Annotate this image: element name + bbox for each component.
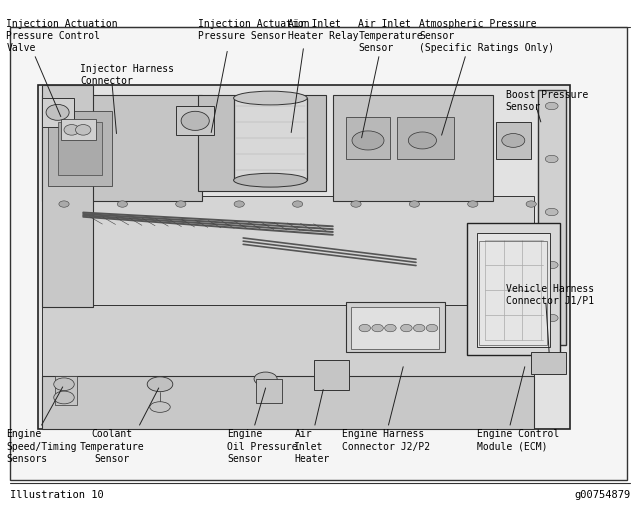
Ellipse shape xyxy=(385,324,396,332)
Text: Injector Harness
Connector: Injector Harness Connector xyxy=(80,64,174,86)
Bar xyxy=(467,223,560,355)
Bar xyxy=(397,117,454,159)
Ellipse shape xyxy=(545,102,558,110)
Bar xyxy=(314,360,349,390)
Bar xyxy=(234,98,307,180)
Ellipse shape xyxy=(352,131,384,150)
Ellipse shape xyxy=(234,173,307,187)
Bar xyxy=(42,98,74,127)
Ellipse shape xyxy=(545,314,558,322)
Ellipse shape xyxy=(147,377,173,392)
Text: Injection Actuation
Pressure Control
Valve: Injection Actuation Pressure Control Val… xyxy=(6,19,118,54)
Ellipse shape xyxy=(76,125,91,135)
Text: Air Inlet
Heater Relay: Air Inlet Heater Relay xyxy=(288,19,358,41)
Ellipse shape xyxy=(545,261,558,269)
Text: g00754879: g00754879 xyxy=(574,490,630,500)
Bar xyxy=(477,233,550,347)
Ellipse shape xyxy=(150,402,170,412)
Bar xyxy=(496,122,531,159)
Bar xyxy=(351,307,439,349)
Text: Air Inlet
Temperature
Sensor: Air Inlet Temperature Sensor xyxy=(358,19,423,54)
Text: Boost Pressure
Sensor: Boost Pressure Sensor xyxy=(506,90,588,112)
Bar xyxy=(61,119,96,140)
Ellipse shape xyxy=(545,208,558,216)
Ellipse shape xyxy=(234,201,244,207)
Ellipse shape xyxy=(372,324,383,332)
Text: Coolant
Temperature
Sensor: Coolant Temperature Sensor xyxy=(80,429,144,464)
Ellipse shape xyxy=(401,324,412,332)
Bar xyxy=(42,196,534,307)
Text: Vehicle Harness
Connector J1/P1: Vehicle Harness Connector J1/P1 xyxy=(506,284,594,306)
Bar xyxy=(38,85,570,429)
Ellipse shape xyxy=(413,324,425,332)
Bar xyxy=(42,85,93,307)
Ellipse shape xyxy=(59,201,69,207)
Bar xyxy=(176,106,214,135)
Bar xyxy=(479,241,547,344)
Bar xyxy=(10,26,627,480)
Text: Engine
Speed/Timing
Sensors: Engine Speed/Timing Sensors xyxy=(6,429,77,464)
Text: Illustration 10: Illustration 10 xyxy=(10,490,103,500)
Text: Engine Harness
Connector J2/P2: Engine Harness Connector J2/P2 xyxy=(342,429,431,452)
Ellipse shape xyxy=(234,91,307,105)
Bar xyxy=(55,376,77,405)
Ellipse shape xyxy=(46,104,69,120)
Bar xyxy=(42,95,202,201)
Text: Engine Control
Module (ECM): Engine Control Module (ECM) xyxy=(477,429,559,452)
Ellipse shape xyxy=(292,201,303,207)
Ellipse shape xyxy=(359,324,371,332)
Bar xyxy=(256,379,282,403)
Ellipse shape xyxy=(410,201,420,207)
Bar xyxy=(198,95,326,191)
Ellipse shape xyxy=(181,111,209,130)
Bar xyxy=(42,376,534,429)
Text: Injection Actuation
Pressure Sensor: Injection Actuation Pressure Sensor xyxy=(198,19,310,41)
Bar xyxy=(42,305,534,379)
Bar xyxy=(333,95,493,201)
Ellipse shape xyxy=(254,372,277,386)
Bar xyxy=(346,302,445,352)
Bar xyxy=(346,117,390,159)
Text: Atmospheric Pressure
Sensor
(Specific Ratings Only): Atmospheric Pressure Sensor (Specific Ra… xyxy=(419,19,554,54)
Bar xyxy=(538,90,566,344)
Ellipse shape xyxy=(426,324,438,332)
Bar xyxy=(48,111,112,186)
Ellipse shape xyxy=(54,391,74,404)
Ellipse shape xyxy=(54,378,74,391)
Text: Engine
Oil Pressure
Sensor: Engine Oil Pressure Sensor xyxy=(227,429,298,464)
Ellipse shape xyxy=(526,201,536,207)
Ellipse shape xyxy=(545,155,558,163)
Ellipse shape xyxy=(502,134,525,147)
Text: Air
Inlet
Heater: Air Inlet Heater xyxy=(294,429,330,464)
Ellipse shape xyxy=(175,201,186,207)
Ellipse shape xyxy=(408,132,436,149)
Ellipse shape xyxy=(468,201,478,207)
Bar xyxy=(531,352,566,374)
Bar xyxy=(58,122,102,175)
Ellipse shape xyxy=(351,201,361,207)
Ellipse shape xyxy=(64,125,79,135)
Ellipse shape xyxy=(117,201,127,207)
